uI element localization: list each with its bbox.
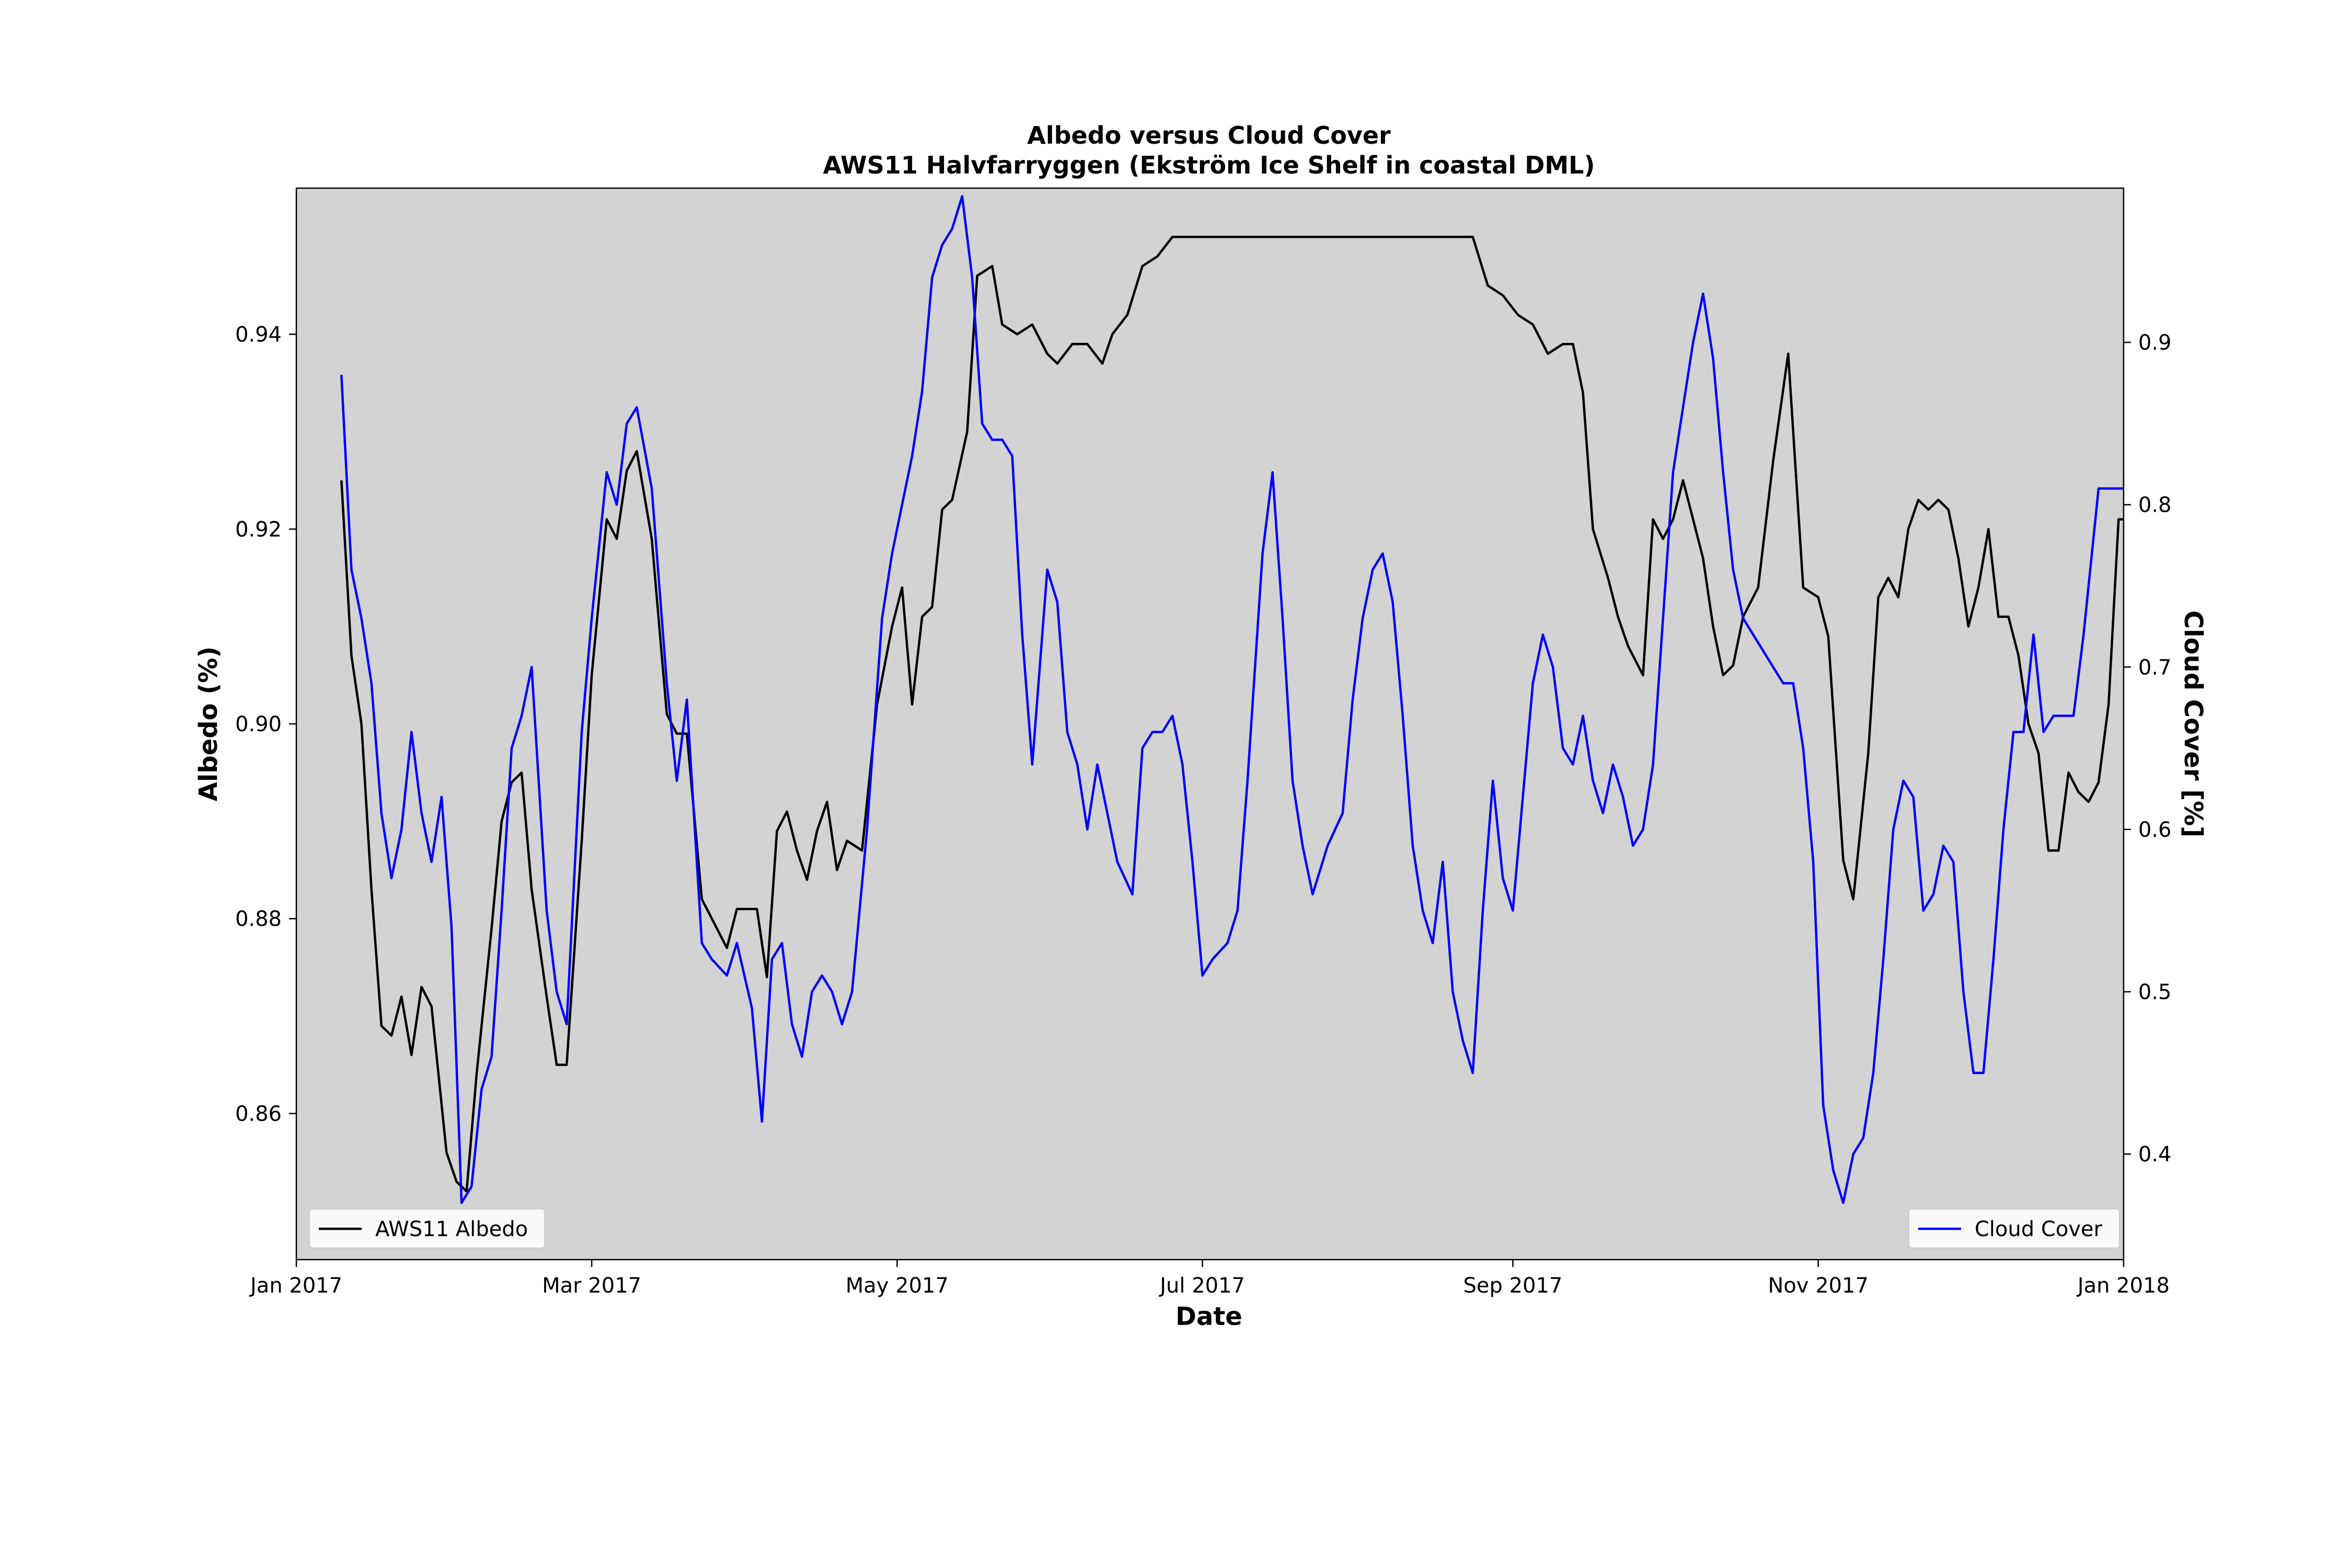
legend-albedo: AWS11 Albedo: [309, 1208, 545, 1249]
y-right-tick-label: 0.9: [2138, 331, 2172, 355]
legend-box: [1908, 1208, 2120, 1249]
x-axis-label: Date: [1175, 1302, 1242, 1331]
series-line-cloud-cover: [340, 195, 2124, 1204]
chart-subtitle: AWS11 Halvfarryggen (Ekström Ice Shelf i…: [823, 151, 1595, 179]
legend-label-albedo: AWS11 Albedo: [375, 1217, 528, 1241]
y-left-tick-label: 0.86: [235, 1102, 282, 1126]
x-tick-label: Jan 2017: [249, 1274, 342, 1298]
legend-label-cloud: Cloud Cover: [1975, 1217, 2103, 1241]
y-axis-right-label: Cloud Cover [%]: [2178, 610, 2208, 837]
x-tick-label: Jul 2017: [1158, 1274, 1245, 1298]
x-tick-label: Nov 2017: [1768, 1274, 1869, 1298]
x-tick-label: May 2017: [846, 1274, 949, 1298]
y-axis-right: 0.4 0.5 0.6 0.7 0.8 0.9: [2124, 331, 2172, 1167]
legend-cloud: Cloud Cover: [1908, 1208, 2120, 1249]
legend-box: [309, 1208, 545, 1249]
y-left-tick-label: 0.94: [235, 323, 282, 347]
y-right-tick-label: 0.4: [2138, 1143, 2172, 1167]
x-tick-label: Sep 2017: [1463, 1274, 1563, 1298]
series-line-albedo: [340, 235, 2124, 1193]
y-left-tick-label: 0.88: [235, 907, 282, 931]
y-right-tick-label: 0.5: [2138, 981, 2172, 1005]
y-right-tick-label: 0.6: [2138, 818, 2172, 842]
series-layer: [340, 195, 2124, 1204]
y-left-tick-label: 0.92: [235, 517, 282, 541]
y-axis-left: 0.86 0.88 0.90 0.92 0.94: [235, 323, 296, 1126]
y-left-tick-label: 0.90: [235, 712, 282, 736]
y-axis-left-label: Albedo (%): [194, 647, 223, 802]
y-right-tick-label: 0.8: [2138, 493, 2172, 517]
y-right-tick-label: 0.7: [2138, 655, 2172, 679]
x-tick-label: Mar 2017: [542, 1274, 641, 1298]
x-tick-label: Jan 2018: [2076, 1274, 2170, 1298]
plot-area: [296, 188, 2124, 1260]
x-axis: Jan 2017 Mar 2017 May 2017 Jul 2017 Sep 2017…: [249, 1260, 2170, 1298]
chart-title: Albedo versus Cloud Cover: [1027, 121, 1391, 149]
